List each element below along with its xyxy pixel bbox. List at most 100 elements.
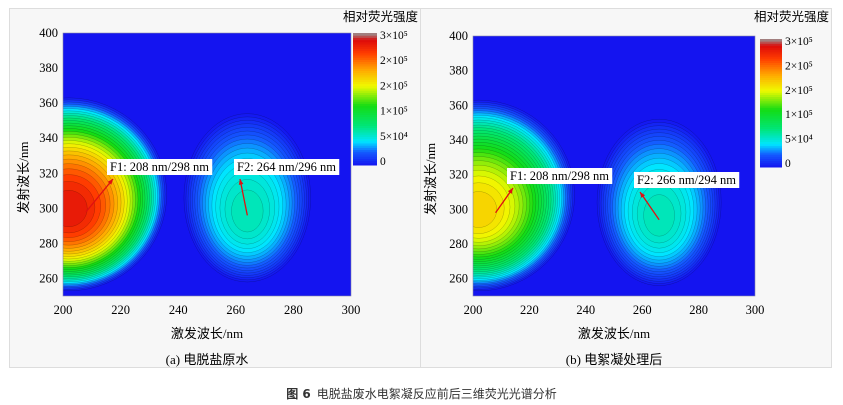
- colorbar-segment: [353, 107, 377, 111]
- colorbar-segment: [353, 57, 377, 60]
- y-tick-label: 260: [449, 272, 468, 286]
- colorbar-segment: [353, 156, 377, 159]
- colorbar-segment: [760, 111, 782, 115]
- colorbar-segment: [353, 85, 377, 89]
- colorbar-segment: [353, 123, 377, 126]
- colorbar-segment: [353, 162, 377, 166]
- colorbar-tick-label: 5×10⁴: [380, 131, 408, 143]
- colorbar-segment: [353, 116, 377, 120]
- x-tick-label: 280: [284, 303, 303, 317]
- colorbar-segment: [760, 39, 782, 42]
- colorbar-segment: [760, 156, 782, 159]
- peak-arrow: [85, 178, 114, 213]
- x-axis-label: 激发波长/nm: [171, 326, 243, 341]
- colorbar-segment: [760, 160, 782, 164]
- colorbar-tick-label: 3×10⁵: [380, 30, 408, 42]
- y-tick-label: 300: [449, 202, 468, 216]
- colorbar-segment: [353, 101, 377, 104]
- colorbar-segment: [760, 79, 782, 83]
- colorbar-segment: [760, 152, 782, 155]
- colorbar-segment: [353, 35, 377, 38]
- colorbar-segment: [353, 92, 377, 96]
- colorbar-segment: [353, 39, 377, 43]
- colorbar-segment: [353, 129, 377, 133]
- colorbar-segment: [760, 68, 782, 72]
- colorbar-segment: [760, 145, 782, 149]
- colorbar-segment: [760, 154, 782, 157]
- colorbar-segment: [353, 83, 377, 87]
- colorbar-segment: [353, 112, 377, 115]
- colorbar-segment: [353, 134, 377, 137]
- colorbar-segment: [760, 58, 782, 61]
- colorbar-tick-label: 2×10⁵: [785, 85, 813, 97]
- y-tick-label: 400: [449, 29, 468, 43]
- y-tick-label: 360: [449, 98, 468, 112]
- colorbar-segment: [353, 127, 377, 131]
- colorbar-segment: [760, 107, 782, 110]
- colorbar-segment: [353, 145, 377, 148]
- y-tick-label: 260: [39, 271, 58, 285]
- colorbar-segment: [760, 94, 782, 98]
- y-tick-label: 280: [39, 236, 58, 250]
- x-tick-label: 260: [226, 303, 245, 317]
- panel-a: F1: 208 nm/298 nm F2: 264 nm/296 nm 200 220…: [9, 8, 421, 368]
- colorbar-segment: [353, 77, 377, 80]
- colorbar-segment: [760, 105, 782, 108]
- panel-caption: (b) 电絮凝处理后: [566, 352, 662, 367]
- colorbar-segment: [353, 114, 377, 118]
- colorbar-segment: [353, 94, 377, 98]
- colorbar-segment: [353, 103, 377, 107]
- colorbar-segment: [353, 70, 377, 74]
- colorbar-segment: [353, 149, 377, 153]
- y-tick-label: 380: [449, 64, 468, 78]
- colorbar-tick-label: 0: [380, 156, 386, 168]
- colorbar-segment: [353, 48, 377, 52]
- colorbar-segment: [760, 143, 782, 147]
- x-tick-label: 200: [464, 303, 483, 317]
- colorbar-segment: [353, 74, 377, 78]
- colorbar-segment: [760, 149, 782, 153]
- y-axis-label: 发射波长/nm: [423, 143, 438, 215]
- colorbar-segment: [760, 139, 782, 142]
- figure-caption: 图 6 电脱盐废水电絮凝反应前后三维荧光光谱分析: [0, 385, 843, 402]
- x-tick-label: 300: [342, 303, 361, 317]
- colorbar-segment: [353, 61, 377, 65]
- colorbar-segment: [353, 147, 377, 151]
- colorbar-segment: [353, 118, 377, 122]
- colorbar-segment: [353, 46, 377, 49]
- colorbar-segment: [760, 162, 782, 166]
- figure-caption-text: 电脱盐废水电絮凝反应前后三维荧光光谱分析: [316, 387, 557, 401]
- y-axis-label: 发射波长/nm: [16, 142, 31, 214]
- contour-level: [231, 189, 264, 233]
- colorbar-segment: [353, 151, 377, 155]
- colorbar-segment: [760, 164, 782, 168]
- colorbar-tick-label: 3×10⁵: [785, 36, 813, 48]
- colorbar-segment: [353, 90, 377, 93]
- colorbar-segment: [760, 90, 782, 93]
- colorbar-segment: [760, 137, 782, 140]
- colorbar-segment: [353, 66, 377, 69]
- colorbar-segment: [353, 55, 377, 58]
- colorbar-tick-label: 5×10⁴: [785, 134, 813, 146]
- colorbar-title: 相对荧光强度: [754, 9, 830, 24]
- eem-contour-plot: F1: 208 nm/298 nm F2: 266 nm/294 nm 200 220…: [423, 9, 830, 367]
- colorbar-segment: [353, 81, 377, 85]
- colorbar-segment: [760, 45, 782, 49]
- arrow-head: [640, 192, 646, 198]
- colorbar-segment: [353, 132, 377, 135]
- peak-label: F1: 208 nm/298 nm: [510, 169, 609, 183]
- colorbar-segment: [760, 100, 782, 104]
- peak-label: F2: 264 nm/296 nm: [237, 160, 336, 174]
- colorbar-segment: [760, 47, 782, 51]
- colorbar-segment: [760, 126, 782, 130]
- colorbar-segment: [760, 122, 782, 125]
- colorbar-segment: [760, 98, 782, 102]
- colorbar-segment: [760, 60, 782, 63]
- contour-level: [63, 190, 88, 227]
- colorbar-segment: [353, 41, 377, 45]
- colorbar-segment: [353, 52, 377, 56]
- contour-level: [473, 191, 497, 228]
- colorbar-segment: [760, 128, 782, 132]
- colorbar-segment: [353, 59, 377, 63]
- colorbar-segment: [760, 43, 782, 46]
